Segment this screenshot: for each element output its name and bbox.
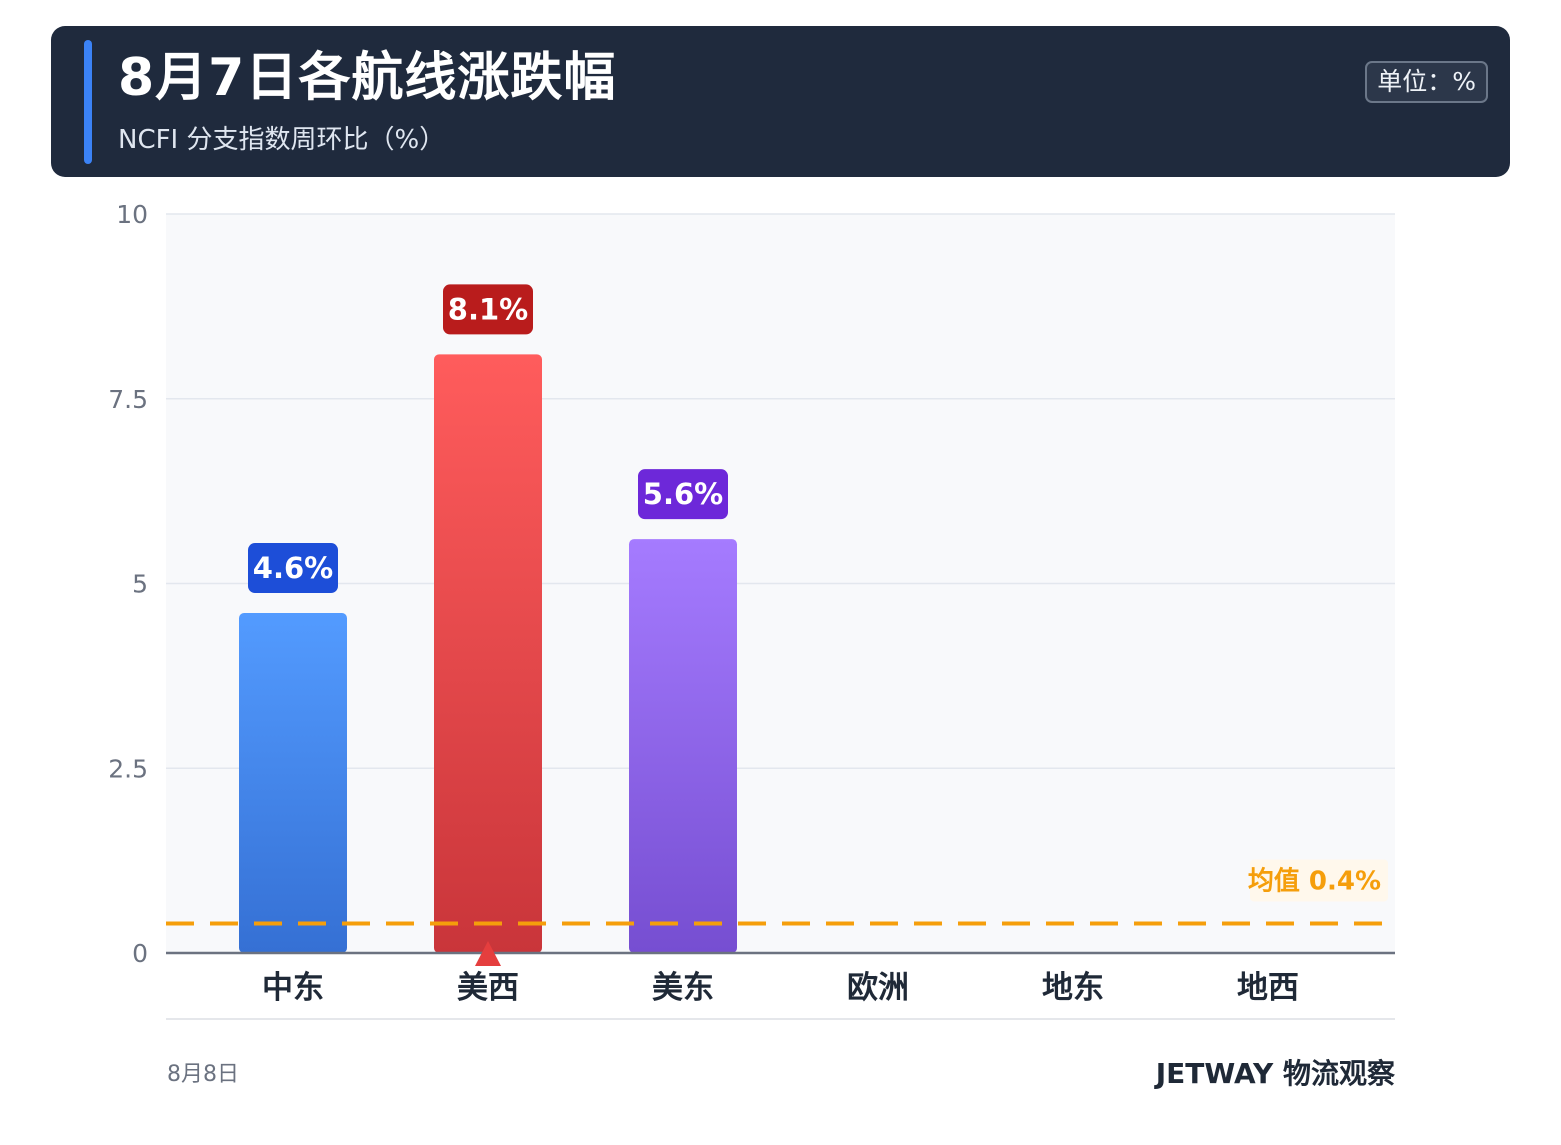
bar xyxy=(434,354,542,953)
x-category-label: 地西 xyxy=(1237,970,1299,1006)
chart-header: 8月7日各航线涨跌幅 NCFI 分支指数周环比（%） 单位：% xyxy=(51,26,1510,177)
bars xyxy=(239,354,737,953)
y-tick-label: 5 xyxy=(132,570,148,599)
x-category-label: 欧洲 xyxy=(847,970,909,1006)
chart-title: 8月7日各航线涨跌幅 xyxy=(118,48,617,108)
mean-label: 均值 0.4% xyxy=(1248,866,1381,896)
x-category-label: 地东 xyxy=(1042,970,1104,1006)
value-label-background xyxy=(248,543,338,594)
unit-badge: 单位：% xyxy=(1365,61,1488,103)
y-tick-label: 0 xyxy=(132,939,148,968)
y-axis-tick-labels: 0 2.5 5 7.5 10 xyxy=(108,200,148,968)
value-label: 5.6% xyxy=(643,477,723,511)
value-label: 8.1% xyxy=(448,292,528,326)
value-labels: 4.6% 8.1% 5.6% xyxy=(248,284,728,594)
value-label-background xyxy=(443,284,533,335)
title-accent-bar xyxy=(84,40,92,164)
footer-brand: JETWAY 物流观察 xyxy=(1155,1057,1395,1090)
mean-label-background xyxy=(1250,859,1388,902)
value-label-background xyxy=(638,469,728,520)
footer-date: 8月8日 xyxy=(167,1062,239,1087)
x-axis-category-labels: 中东 美西 美东 欧洲 地东 地西 xyxy=(262,970,1299,1006)
highlight-marker xyxy=(475,941,501,966)
bar xyxy=(239,613,347,953)
mean-line-group: 均值 0.4% xyxy=(166,859,1395,926)
highlight-marker-group xyxy=(475,941,501,966)
x-category-label: 美西 xyxy=(457,970,519,1006)
x-category-label: 中东 xyxy=(262,970,324,1006)
bar xyxy=(629,539,737,953)
value-label: 4.6% xyxy=(253,551,333,585)
grid-lines xyxy=(166,213,1395,769)
y-tick-label: 7.5 xyxy=(108,385,148,414)
y-tick-label: 10 xyxy=(116,200,148,229)
chart-subtitle: NCFI 分支指数周环比（%） xyxy=(118,125,446,155)
y-tick-label: 2.5 xyxy=(108,754,148,783)
x-category-label: 美东 xyxy=(652,970,714,1006)
